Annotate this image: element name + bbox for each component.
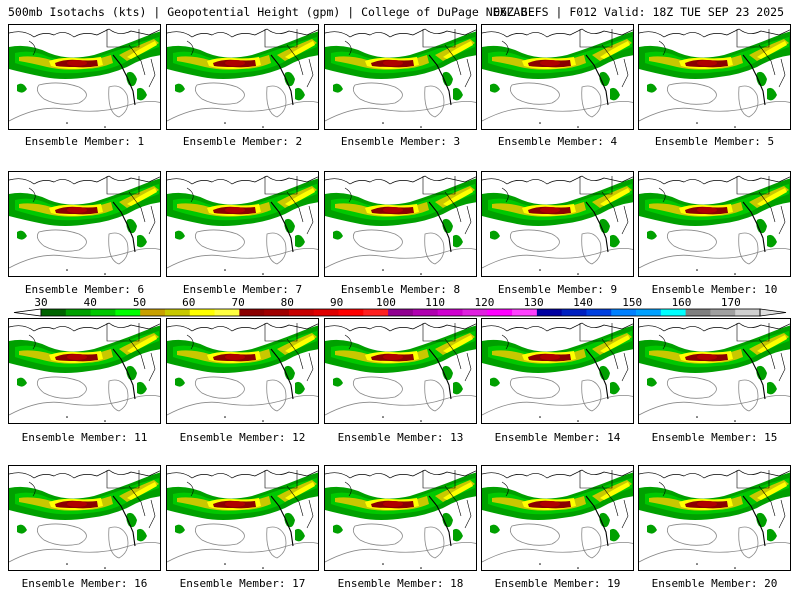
ensemble-member-caption: Ensemble Member: 11 xyxy=(21,431,148,444)
colorbar-swatch xyxy=(611,309,637,316)
ensemble-member-caption: Ensemble Member: 10 xyxy=(651,283,778,296)
colorbar-tick-label: 100 xyxy=(376,296,396,309)
colorbar-swatch xyxy=(536,309,563,316)
ensemble-member-caption: Ensemble Member: 9 xyxy=(497,283,618,296)
ensemble-map-20 xyxy=(638,465,791,571)
ensemble-map-3 xyxy=(324,24,477,130)
colorbar-swatch xyxy=(710,309,736,316)
ensemble-map-17 xyxy=(166,465,319,571)
colorbar-tick-label: 40 xyxy=(84,296,97,309)
colorbar-swatch xyxy=(388,309,414,316)
colorbar: 30 40 50 60 70 80 90 100 110 120 130 140 150 160 170 xyxy=(0,296,800,320)
ensemble-member-caption: Ensemble Member: 20 xyxy=(651,577,778,590)
ensemble-map-18 xyxy=(324,465,477,571)
colorbar-max-arrow xyxy=(759,308,787,317)
ensemble-member-caption: Ensemble Member: 2 xyxy=(182,135,303,148)
colorbar-swatch xyxy=(90,309,116,316)
colorbar-swatch xyxy=(561,309,587,316)
ensemble-map-14 xyxy=(481,318,634,424)
ensemble-member-caption: Ensemble Member: 16 xyxy=(21,577,148,590)
ensemble-member-caption: Ensemble Member: 1 xyxy=(24,135,145,148)
ensemble-member-caption: Ensemble Member: 14 xyxy=(494,431,621,444)
ensemble-map-4 xyxy=(481,24,634,130)
colorbar-swatch xyxy=(487,309,513,316)
ensemble-member-caption: Ensemble Member: 7 xyxy=(182,283,303,296)
colorbar-swatch xyxy=(264,309,290,316)
ensemble-member-caption: Ensemble Member: 5 xyxy=(654,135,775,148)
ensemble-map-16 xyxy=(8,465,161,571)
ensemble-member-caption: Ensemble Member: 4 xyxy=(497,135,618,148)
ensemble-member-caption: Ensemble Member: 13 xyxy=(337,431,464,444)
ensemble-map-6 xyxy=(8,171,161,277)
colorbar-swatch xyxy=(735,309,761,316)
ensemble-map-10 xyxy=(638,171,791,277)
colorbar-swatch xyxy=(338,309,364,316)
colorbar-min-arrow xyxy=(13,308,42,317)
header: 500mb Isotachs (kts) | Geopotential Heig… xyxy=(8,5,792,19)
ensemble-map-7 xyxy=(166,171,319,277)
colorbar-tick-label: 140 xyxy=(573,296,593,309)
colorbar-swatch xyxy=(115,309,141,316)
colorbar-swatch xyxy=(288,309,315,316)
ensemble-map-13 xyxy=(324,318,477,424)
colorbar-swatch xyxy=(412,309,439,316)
colorbar-tick-label: 160 xyxy=(672,296,692,309)
colorbar-swatch xyxy=(164,309,191,316)
colorbar-tick-label: 110 xyxy=(425,296,445,309)
colorbar-swatch xyxy=(189,309,215,316)
colorbar-tick-label: 150 xyxy=(622,296,642,309)
colorbar-swatch xyxy=(65,309,91,316)
colorbar-swatch xyxy=(239,309,265,316)
ensemble-member-caption: Ensemble Member: 15 xyxy=(651,431,778,444)
colorbar-swatch xyxy=(636,309,662,316)
ensemble-member-caption: Ensemble Member: 17 xyxy=(179,577,306,590)
colorbar-swatch xyxy=(462,309,488,316)
colorbar-svg: 30 40 50 60 70 80 90 100 110 120 130 140 150 160 170 xyxy=(13,296,787,317)
ensemble-map-9 xyxy=(481,171,634,277)
colorbar-swatch xyxy=(586,309,612,316)
ensemble-map-2 xyxy=(166,24,319,130)
run-info: 06Z GEFS | F012 Valid: 18Z TUE SEP 23 20… xyxy=(493,5,784,19)
ensemble-map-12 xyxy=(166,318,319,424)
colorbar-swatch xyxy=(363,309,389,316)
ensemble-map-1 xyxy=(8,24,161,130)
ensemble-member-caption: Ensemble Member: 12 xyxy=(179,431,306,444)
colorbar-tick-label: 60 xyxy=(182,296,195,309)
colorbar-tick-label: 130 xyxy=(524,296,544,309)
colorbar-swatch xyxy=(214,309,240,316)
ensemble-map-11 xyxy=(8,318,161,424)
ensemble-map-15 xyxy=(638,318,791,424)
colorbar-swatch xyxy=(41,309,67,316)
ensemble-member-caption: Ensemble Member: 19 xyxy=(494,577,621,590)
ensemble-map-8 xyxy=(324,171,477,277)
ensemble-map-5 xyxy=(638,24,791,130)
colorbar-swatch xyxy=(140,309,166,316)
colorbar-tick-label: 120 xyxy=(474,296,494,309)
colorbar-outline xyxy=(40,308,761,317)
ensemble-member-caption: Ensemble Member: 6 xyxy=(24,283,145,296)
colorbar-swatch xyxy=(685,309,711,316)
ensemble-map-19 xyxy=(481,465,634,571)
colorbar-tick-label: 70 xyxy=(231,296,244,309)
ensemble-member-caption: Ensemble Member: 8 xyxy=(340,283,461,296)
colorbar-swatch xyxy=(313,309,339,316)
page-title: 500mb Isotachs (kts) | Geopotential Heig… xyxy=(8,5,528,19)
ensemble-member-caption: Ensemble Member: 3 xyxy=(340,135,461,148)
colorbar-tick-label: 90 xyxy=(330,296,343,309)
colorbar-tick-label: 30 xyxy=(34,296,47,309)
ensemble-member-caption: Ensemble Member: 18 xyxy=(337,577,464,590)
colorbar-swatch xyxy=(660,309,687,316)
colorbar-tick-label: 80 xyxy=(281,296,294,309)
colorbar-swatch xyxy=(512,309,538,316)
colorbar-swatch xyxy=(437,309,463,316)
colorbar-tick-label: 170 xyxy=(721,296,741,309)
colorbar-tick-label: 50 xyxy=(133,296,146,309)
